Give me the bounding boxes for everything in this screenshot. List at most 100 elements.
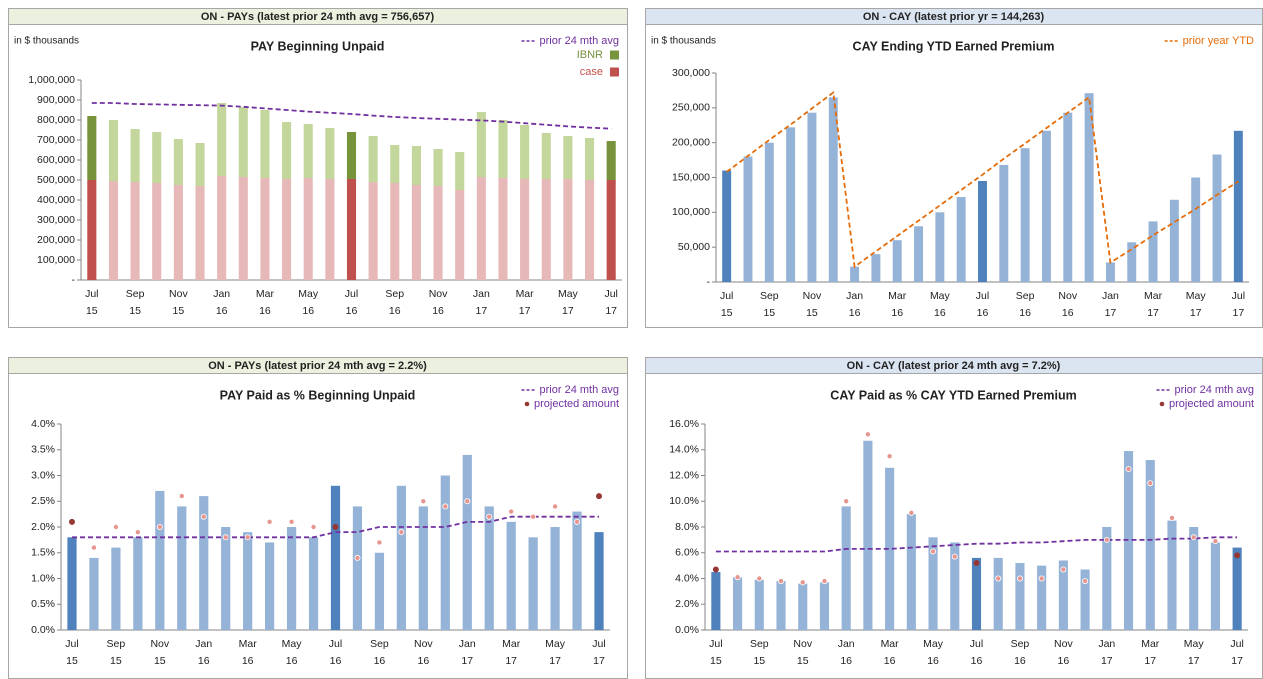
projected-dot <box>1125 466 1132 473</box>
x-tick-label: 17 <box>593 655 605 667</box>
bar <box>238 107 248 177</box>
y-tick-label: 600,000 <box>37 154 75 166</box>
legend-label: IBNR <box>577 49 603 61</box>
x-tick-label: 17 <box>605 305 617 317</box>
x-tick-label: 17 <box>519 305 531 317</box>
header-text: ON - PAYs (latest prior 24 mth avg = 2.2… <box>208 360 427 372</box>
x-tick-label: 15 <box>66 655 78 667</box>
x-tick-label: Mar <box>881 638 900 650</box>
bar <box>928 537 938 630</box>
bar <box>1037 565 1047 630</box>
bar <box>133 537 143 630</box>
bar <box>368 136 378 182</box>
bar <box>67 537 77 630</box>
projected-dot <box>420 498 427 505</box>
y-tick-label: - <box>707 276 711 288</box>
y-tick-label: 400,000 <box>37 194 75 206</box>
x-tick-label: 16 <box>1014 655 1026 667</box>
bar <box>541 133 551 179</box>
y-tick-label: 100,000 <box>37 254 75 266</box>
bar <box>528 537 538 630</box>
x-tick-label: May <box>930 290 951 302</box>
bar <box>999 164 1009 282</box>
bar <box>390 145 400 183</box>
y-tick-label: 50,000 <box>678 241 710 253</box>
bar <box>411 146 421 185</box>
projected-dot <box>464 498 471 505</box>
x-tick-label: 16 <box>286 655 298 667</box>
projected-dot <box>778 578 785 585</box>
x-tick-label: 16 <box>374 655 386 667</box>
bar <box>892 240 902 282</box>
avg-line <box>726 90 1239 269</box>
bar <box>828 97 838 282</box>
bar <box>722 170 732 282</box>
x-tick-label: 15 <box>110 655 122 667</box>
x-tick-label: May <box>282 638 303 650</box>
projected-dot <box>398 529 405 536</box>
bar <box>733 577 743 630</box>
bar <box>764 142 774 282</box>
x-tick-label: 15 <box>129 305 141 317</box>
bar <box>798 583 808 630</box>
header-text: ON - CAY (latest prior 24 mth avg = 7.2%… <box>847 360 1061 372</box>
x-tick-label: Jul <box>329 638 342 650</box>
header-text: ON - CAY (latest prior yr = 144,263) <box>863 11 1045 23</box>
bar <box>308 537 319 630</box>
y-tick-label: 300,000 <box>37 214 75 226</box>
bar <box>462 454 472 630</box>
y-tick-label: 200,000 <box>672 136 710 148</box>
x-tick-label: Jul <box>85 288 98 300</box>
bar <box>130 129 140 182</box>
bar <box>325 128 335 179</box>
x-tick-label: 16 <box>891 307 903 319</box>
chart-title: CAY Ending YTD Earned Premium <box>853 39 1055 53</box>
projected-dot <box>90 544 97 551</box>
projected-dot <box>843 498 850 505</box>
bar <box>914 226 924 282</box>
chart-title: PAY Beginning Unpaid <box>251 39 385 53</box>
bar <box>1102 527 1112 630</box>
bar <box>195 186 205 280</box>
y-tick-label: 12.0% <box>669 469 699 481</box>
x-tick-label: Nov <box>803 290 822 302</box>
projected-dot <box>596 493 603 500</box>
y-tick-label: 150,000 <box>672 171 710 183</box>
legend-swatch <box>610 67 619 77</box>
x-tick-label: Mar <box>888 290 907 302</box>
bar <box>520 125 530 179</box>
x-tick-label: 16 <box>1019 307 1031 319</box>
x-tick-label: 16 <box>389 305 401 317</box>
bar <box>440 475 450 630</box>
x-tick-label: Jan <box>846 290 863 302</box>
y-tick-label: 0.0% <box>675 624 699 636</box>
x-tick-label: Jan <box>459 638 476 650</box>
legend-label: projected amount <box>1169 398 1254 410</box>
bar <box>807 112 817 283</box>
bar <box>1063 112 1073 283</box>
header-text: ON - PAYs (latest prior 24 mth avg = 756… <box>201 11 435 23</box>
x-tick-label: 16 <box>302 305 314 317</box>
y-tick-label: 800,000 <box>37 114 75 126</box>
projected-dot <box>552 503 559 510</box>
y-tick-label: 4.0% <box>675 572 699 584</box>
panel-header <box>8 357 628 374</box>
x-tick-label: 15 <box>797 655 809 667</box>
projected-dot <box>908 509 915 516</box>
y-tick-label: 16.0% <box>669 418 699 430</box>
x-tick-label: Sep <box>1011 638 1030 650</box>
bar <box>563 136 573 179</box>
y-tick-label: 2.5% <box>31 495 55 507</box>
bar <box>1233 130 1243 282</box>
projected-dot <box>712 566 719 573</box>
projected-dot <box>354 554 361 561</box>
x-tick-label: Nov <box>169 288 188 300</box>
x-tick-label: 16 <box>346 305 358 317</box>
x-tick-label: 15 <box>710 655 722 667</box>
projected-dot <box>200 513 207 520</box>
bar <box>1212 154 1222 282</box>
x-tick-label: 17 <box>1232 307 1244 319</box>
bar <box>850 266 860 282</box>
projected-dot <box>266 518 273 525</box>
